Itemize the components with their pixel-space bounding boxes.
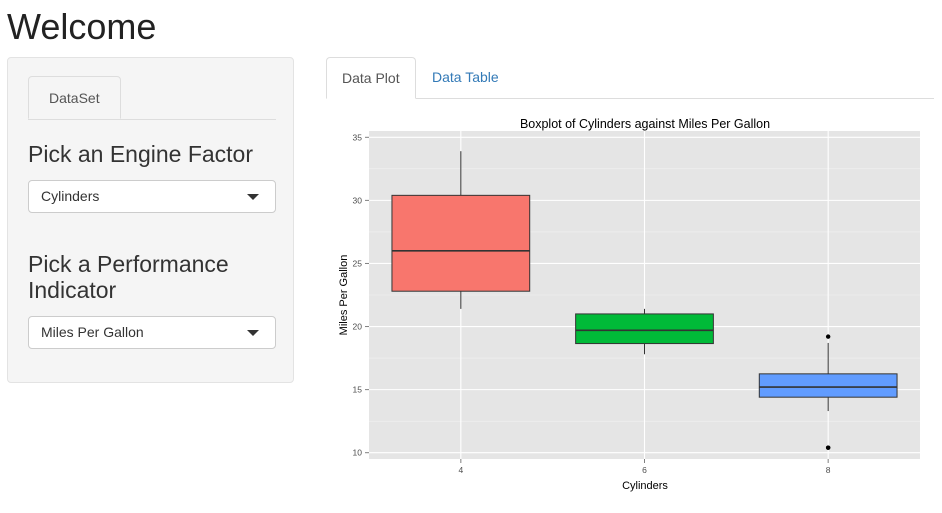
performance-label-line2: Indicator — [28, 277, 117, 303]
performance-indicator-label: Pick a Performance Indicator — [28, 251, 229, 303]
outlier-point — [825, 334, 831, 339]
box-iqr — [391, 194, 531, 292]
chart-title: Boxplot of Cylinders against Miles Per G… — [520, 117, 770, 131]
tab-dataset[interactable]: DataSet — [28, 76, 121, 119]
tab-data-table[interactable]: Data Table — [432, 69, 499, 85]
sidebar-tabs: DataSet — [28, 76, 276, 120]
performance-label-line1: Pick a Performance — [28, 251, 229, 277]
box-iqr — [575, 313, 714, 345]
chevron-down-icon — [247, 194, 259, 200]
engine-factor-label: Pick an Engine Factor — [28, 141, 254, 167]
y-tick-label: 25 — [353, 258, 363, 268]
x-tick-label: 6 — [642, 465, 647, 475]
x-tick-label: 4 — [458, 465, 463, 475]
engine-factor-select[interactable]: Cylinders — [28, 180, 276, 213]
performance-indicator-value: Miles Per Gallon — [41, 324, 144, 340]
box-6 — [575, 308, 714, 355]
main-tabs: Data Plot Data Table — [326, 57, 934, 99]
x-axis-label: Cylinders — [622, 480, 668, 492]
box-4 — [391, 151, 531, 309]
y-tick-label: 30 — [353, 195, 363, 205]
tab-data-plot[interactable]: Data Plot — [326, 57, 416, 99]
y-tick-label: 15 — [353, 385, 363, 395]
axis-layer: 10 15 20 25 30 35 4 6 8 — [353, 132, 831, 475]
sidebar-panel: DataSet Pick an Engine Factor Cylinders … — [7, 57, 294, 383]
y-axis-label: Miles Per Gallon — [338, 255, 350, 336]
y-tick-label: 20 — [353, 322, 363, 332]
y-tick-label: 35 — [353, 132, 363, 142]
chevron-down-icon — [247, 330, 259, 336]
box-iqr — [758, 373, 898, 398]
box-layer — [391, 151, 898, 450]
engine-factor-value: Cylinders — [41, 188, 100, 204]
x-tick-label: 8 — [826, 465, 831, 475]
performance-indicator-select[interactable]: Miles Per Gallon — [28, 316, 276, 349]
y-tick-label: 10 — [353, 448, 363, 458]
outlier-point — [825, 445, 831, 450]
box-8 — [758, 334, 898, 450]
boxplot-chart: Boxplot of Cylinders against Miles Per G… — [338, 117, 920, 492]
page-title: Welcome — [7, 6, 157, 47]
